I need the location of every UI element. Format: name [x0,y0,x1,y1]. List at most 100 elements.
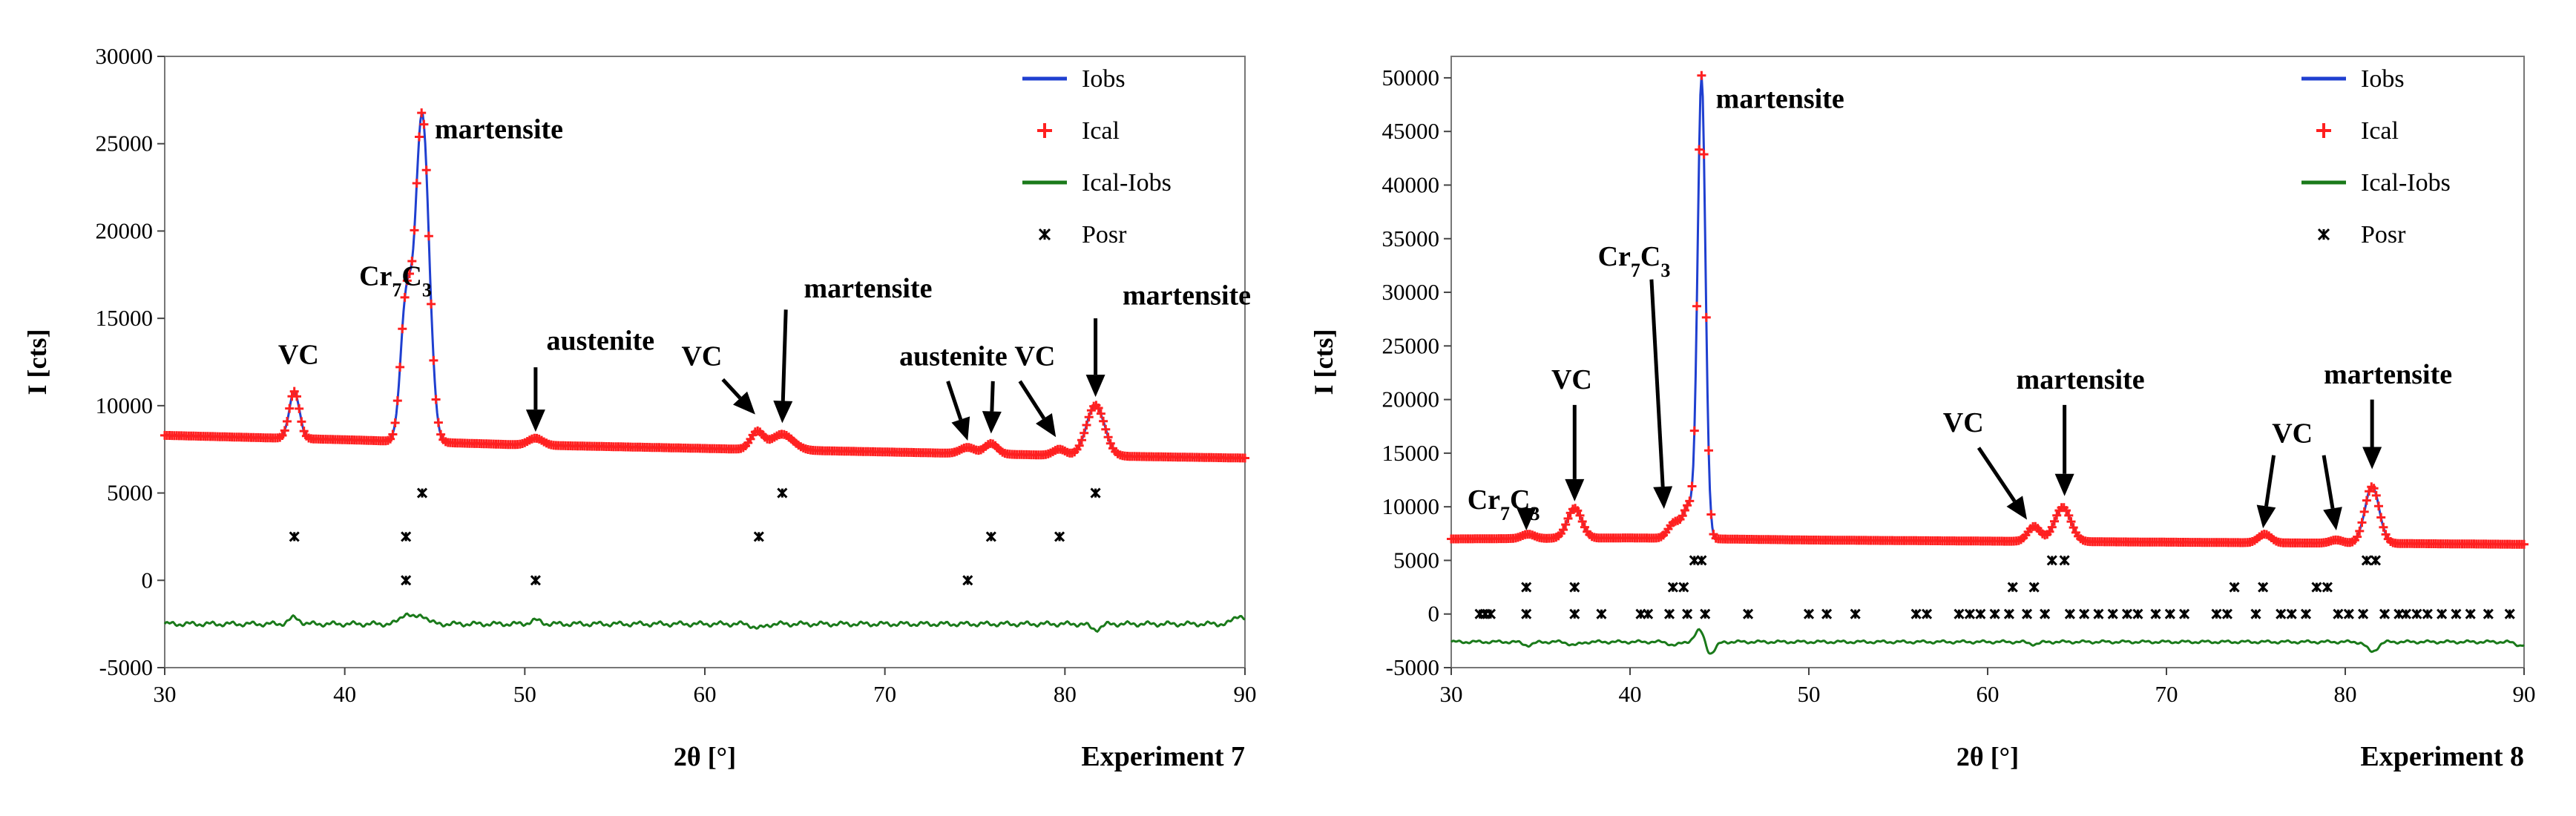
posr-point [2361,555,2372,566]
ical-point [299,427,309,436]
posr-point [2107,608,2118,619]
x-tick-label: 70 [873,681,896,707]
ical-point [2355,526,2365,536]
annotation-label: VC [1943,407,1984,438]
ical-point [1559,525,1568,535]
annotation-arrow [721,378,742,400]
posr-point [2465,608,2476,619]
ical-point [405,269,414,278]
ical-point [427,299,436,309]
posr-point [2229,582,2240,593]
annotation-label: Cr7C3 [359,260,432,300]
ical-point [407,257,417,266]
ical-point [2520,539,2529,549]
series-iobs [164,111,1246,460]
posr-point [1821,608,1833,619]
posr-point [2164,608,2175,619]
ical-point [2052,510,2062,520]
posr-point [2286,608,2297,619]
series-posr [289,487,1101,586]
posr-point [1569,582,1580,593]
ical-point [1701,312,1711,322]
posr-point [2007,582,2018,593]
ical-point [283,417,292,426]
ical-point [1103,432,1113,442]
y-tick-label: 5000 [1393,547,1439,573]
posr-point [2379,608,2391,619]
annotation-arrowhead [773,401,793,424]
annotation-label: austenite [546,326,654,357]
posr-point [1803,608,1815,619]
ical-point [2066,517,2076,527]
ical-point [292,392,301,401]
annotation-arrowhead [733,391,755,415]
annotation-label: martensite [2324,359,2452,390]
y-tick-label: 35000 [1382,226,1440,251]
posr-point [777,487,788,499]
ical-point [431,395,441,404]
chart-panel-2: -5000 0 5000 10000 15000 20000 25000 30000 35000… [1309,56,2536,772]
posr-point [2343,608,2354,619]
posr-point [2132,608,2143,619]
ical-point [2047,522,2057,532]
ical-point [424,231,433,241]
x-tick-label: 90 [1234,681,1257,707]
ical-point [2381,530,2391,539]
y-tick-label: 45000 [1382,118,1440,144]
legend-label: Ical [2361,117,2399,145]
ical-point [2369,484,2379,493]
annotation-arrowhead [1517,507,1537,530]
ical-point [2353,532,2362,542]
annotation-label: VC [1551,364,1592,395]
legend-label: Iobs [2361,65,2405,93]
y-tick-label: 25000 [96,131,154,157]
series-posr [1474,555,2515,619]
chart-panel-1: -5000 0 5000 10000 15000 20000 25000 30000 30 40 5… [22,43,1257,772]
ical-point [1077,435,1086,445]
annotation-arrowhead [2054,473,2074,496]
posr-point [2059,555,2070,566]
ical-point [1685,496,1695,506]
posr-point [1596,608,1607,619]
annotation-arrow [990,381,995,412]
annotation-label: martensite [2017,364,2145,395]
posr-point [1700,608,1711,619]
annotation-label: martensite [1123,280,1251,311]
x-tick-label: 50 [1798,681,1821,707]
ical-point [1561,520,1571,530]
y-tick-label: 15000 [1382,440,1440,466]
legend-label: Ical-Iobs [2361,169,2451,197]
ical-point [295,404,304,413]
legend-swatch [1037,123,1052,138]
panel-label: Experiment 8 [2360,741,2524,772]
ical-point [1094,404,1103,412]
posr-point [2064,608,2075,619]
posr-point [2504,608,2515,619]
posr-point [2370,555,2382,566]
annotation-arrow [2264,455,2276,507]
legend-entry: Ical [1037,117,1120,145]
y-tick-label: -5000 [99,654,153,680]
posr-point [2093,608,2104,619]
y-tick-label: 5000 [107,480,153,506]
annotation-arrow [1018,380,1046,420]
ical-point [1105,438,1115,448]
legend-entry: Ical [2316,117,2399,145]
ical-point [2362,496,2371,505]
posr-point [1643,608,1654,619]
ical-point [1699,150,1709,159]
ical-point [2064,510,2074,520]
legend-entry: Iobs [2301,65,2405,93]
ical-point [417,108,427,118]
ical-point [1580,522,1589,532]
posr-point [753,531,764,542]
ical-point [1689,426,1699,435]
ical-point [2365,487,2374,496]
posr-point [1678,582,1689,593]
y-tick-label: 20000 [1382,386,1440,412]
ical-point [2045,527,2054,536]
ical-point [2359,507,2369,516]
y-tick-label: 15000 [96,305,154,331]
x-tick-label: 40 [333,681,356,707]
posr-point [2150,608,2161,619]
